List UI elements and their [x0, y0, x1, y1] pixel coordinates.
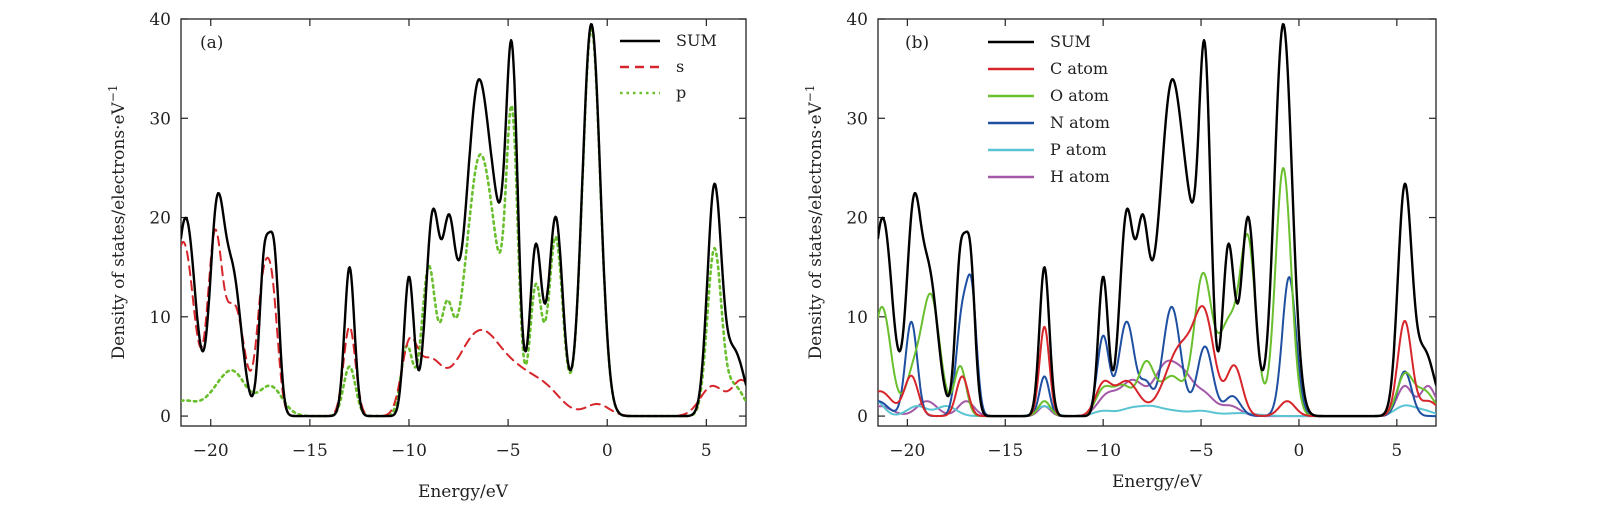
panel-a-x-tick-label: 5	[701, 441, 712, 461]
panel-a-y-tick-label: 10	[149, 308, 171, 328]
panel-b-y-tick-label: 40	[846, 10, 868, 30]
panel-a-series-s	[181, 228, 746, 418]
panel-b-chart: −20 −15 −10 −5 0 5 0 10 20 30 40 (b) Energy/eV Den…	[803, 10, 1437, 492]
panel-b-x-axis-label: Energy/eV	[1112, 472, 1203, 492]
panel-a-legend-label-s: s	[676, 57, 684, 76]
panel-b-series-sum	[878, 23, 1436, 418]
panel-b-legend-label-c-atom: C atom	[1050, 59, 1108, 78]
panel-b-x-tick-label: 0	[1294, 441, 1305, 461]
panel-a-label: (a)	[200, 33, 223, 53]
panel-a-legend-label-p: p	[676, 83, 686, 102]
panel-a-x-axis-label: Energy/eV	[418, 482, 509, 502]
panel-b-y-axis-label: Density of states/electrons·eV−1	[803, 85, 826, 360]
panel-b-y-tick-label: 30	[846, 109, 868, 129]
panel-b-x-tick-label: 5	[1391, 441, 1402, 461]
panel-a-legend: SUM sp	[620, 31, 717, 102]
panel-a-y-axis-label: Density of states/electrons·eV−1	[106, 85, 129, 360]
panel-b-legend-label-h-atom: H atom	[1050, 167, 1110, 186]
panel-a-y-tick-label: 20	[149, 209, 171, 229]
panel-b-x-tick-label: −15	[987, 441, 1023, 461]
panel-a-y-tick-label: 40	[149, 10, 171, 30]
panel-a-legend-label-sum: SUM	[676, 31, 717, 50]
panel-b-series-c-atom	[878, 305, 1436, 418]
panel-a-x-tick-label: −5	[496, 441, 521, 461]
panel-b-legend-label-sum: SUM	[1050, 32, 1091, 51]
panel-a-y-axis-label-main: Density of states/electrons·eV	[109, 101, 129, 359]
panel-a-series-p	[181, 27, 746, 418]
panel-a-x-tick-label: −15	[292, 441, 328, 461]
panel-b-y-tick-label: 20	[846, 209, 868, 229]
panel-b-y-axis-label-sup: −1	[803, 85, 817, 103]
panel-a-chart: −20 −15 −10 −5 0 5 0 10 20 30 40 (a) Energy/eV Den…	[106, 10, 747, 502]
panel-b-legend: SUM C atom O atom N atom P atom H atom	[988, 32, 1110, 186]
panel-a-y-tick-label: 30	[149, 109, 171, 129]
panel-a-series-sum	[181, 23, 746, 418]
panel-b-plot-frame	[877, 18, 1437, 427]
panel-b-legend-label-o-atom: O atom	[1050, 86, 1109, 105]
panel-b-y-tick-label: 0	[857, 407, 868, 427]
panel-a-plot-frame	[180, 18, 747, 427]
panel-b-y-tick-label: 10	[846, 308, 868, 328]
panel-a-y-axis-label-sup: −1	[106, 85, 120, 103]
panel-a-x-tick-label: −10	[391, 441, 427, 461]
panel-b-legend-label-n-atom: N atom	[1050, 113, 1110, 132]
panel-a-x-tick-label: −20	[193, 441, 229, 461]
panel-a-x-tick-label: 0	[602, 441, 613, 461]
panel-b-legend-label-p-atom: P atom	[1050, 140, 1107, 159]
panel-b-series-o-atom	[878, 167, 1436, 418]
panel-b-x-tick-label: −20	[889, 441, 925, 461]
panel-b-x-tick-label: −10	[1085, 441, 1121, 461]
panel-b-label: (b)	[905, 33, 929, 53]
panel-b-y-axis-label-main: Density of states/electrons·eV	[806, 101, 826, 359]
panel-a-y-tick-label: 0	[160, 407, 171, 427]
panel-b-x-tick-label: −5	[1189, 441, 1214, 461]
